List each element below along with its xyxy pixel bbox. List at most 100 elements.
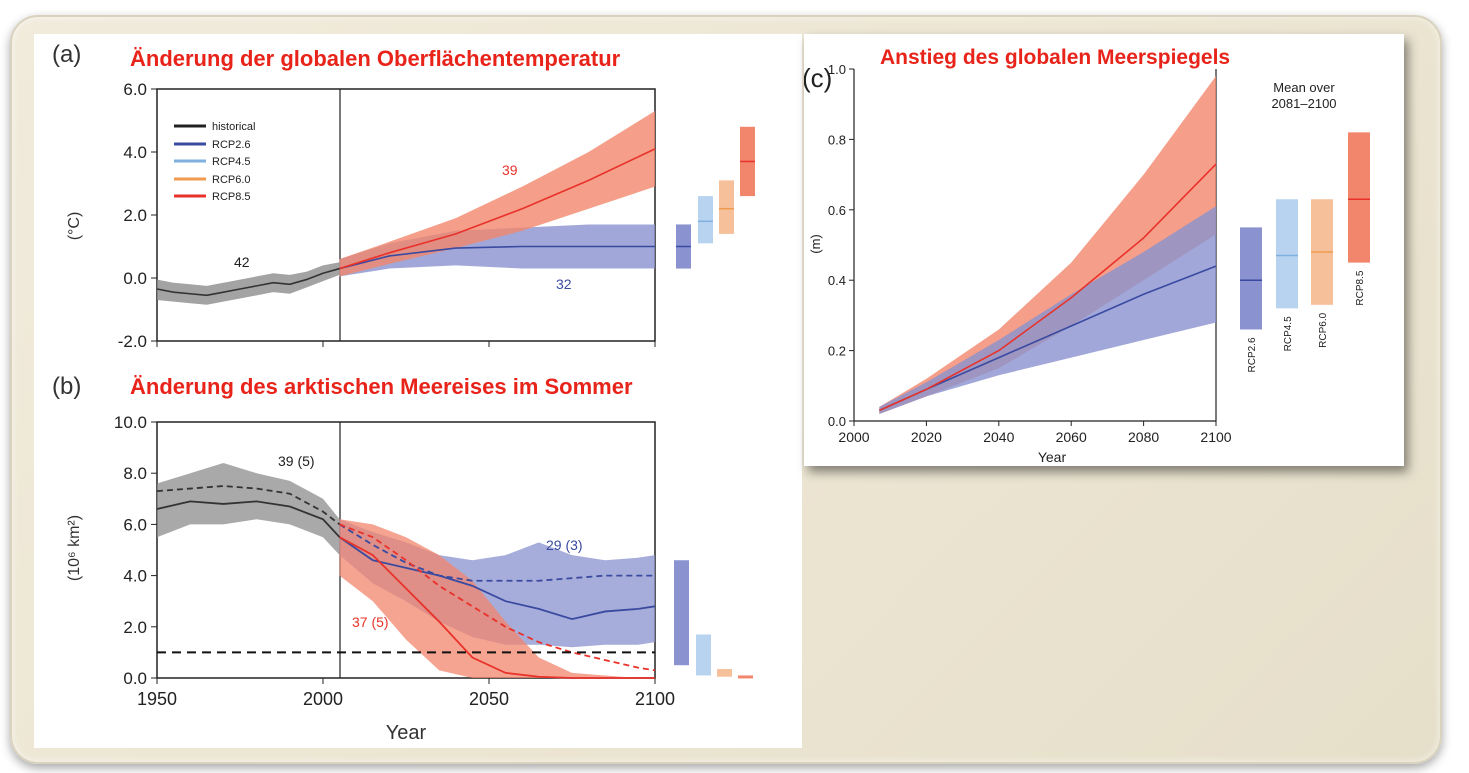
panel-c-title: Anstieg des globalen Meerspiegels [880, 46, 1230, 69]
panel-b-line-RCP2.6 [339, 536, 656, 621]
panel-c-band-RCP2.6 [879, 206, 1216, 414]
panel-b-dashed-line-RCP2.6 [339, 523, 655, 582]
panel-b-xlabel: Year [386, 722, 427, 744]
panel-c-band-RCP8.5 [879, 76, 1216, 414]
panel-a-ytick-label: 2.0 [123, 206, 147, 225]
panel-a-legend: historical RCP2.6 RCP4.5 RCP6.0 RCP8.5 [174, 121, 255, 203]
panel-b-lines [156, 485, 656, 679]
panel-c-mean-over-line1: Mean over [1273, 80, 1335, 95]
panel-c-xlabel: Year [1038, 449, 1067, 465]
panel-c-bar-RCP2.6 [1240, 227, 1262, 330]
panel-c-ytick-label: 0.4 [828, 273, 846, 288]
panel-a-ytick-label: -2.0 [118, 332, 147, 351]
panel-a-line-historical [156, 267, 340, 297]
panel-b-ytick-label: 0.0 [123, 669, 147, 688]
panel-a-ytick-label: 6.0 [123, 80, 147, 99]
panel-b-title: Änderung des arktischen Meereises im Som… [130, 374, 633, 399]
panel-c-ytick-label: 0.2 [828, 344, 846, 359]
panel-c-bands [879, 76, 1216, 414]
panel-b-band-RCP8.5 [339, 519, 655, 678]
panel-b-dashed-line-RCP8.5 [339, 523, 656, 672]
right-figure-panel: (c) Anstieg des globalen Meerspiegels (m… [802, 34, 1404, 466]
panel-c-ytick-label: 0.8 [828, 132, 846, 147]
panel-c-label: (c) [804, 63, 832, 93]
panel-b-xtick-label: 2050 [469, 689, 509, 709]
panel-a-bar-RCP6.0 [719, 180, 734, 234]
panel-b-xtick-label: 2000 [303, 689, 343, 709]
panel-b-ytick-label: 2.0 [123, 618, 147, 637]
panel-a-annotation-39: 39 [502, 162, 518, 178]
panel-a-line-RCP2.6 [339, 245, 655, 270]
panel-a-band-RCP8.5 [339, 111, 655, 277]
panel-c-bar-label-RCP4.5: RCP4.5 [1283, 316, 1294, 351]
panel-b-xtick-label: 2100 [635, 689, 675, 709]
panel-b-annotation-29-3: 29 (3) [546, 537, 583, 553]
panel-b-y-ticks: 0.0 2.0 4.0 6.0 8.0 10.0 [114, 413, 157, 688]
legend-rcp26: RCP2.6 [212, 139, 251, 151]
panel-b-plot-frame [156, 421, 656, 679]
panel-a-line-RCP8.5 [339, 148, 656, 270]
panel-a-x-ticks [156, 341, 656, 347]
panel-b-dashed-line-historical [156, 485, 341, 526]
panel-c-bar-label-RCP8.5: RCP8.5 [1355, 270, 1366, 305]
panel-b-line-RCP8.5 [339, 536, 655, 679]
panel-a-bars [676, 126, 755, 269]
panel-c-mean-over-line2: 2081–2100 [1271, 96, 1336, 111]
panel-b-ytick-label: 4.0 [123, 567, 147, 586]
panel-b-line-historical [156, 500, 341, 538]
panel-b-bar-RCP4.5 [696, 634, 711, 676]
panel-b-x-ticks: 1950 2000 2050 2100 [137, 678, 675, 709]
panel-a-title: Änderung der globalen Oberflächentempera… [130, 46, 621, 71]
panel-c-xtick-label: 2040 [983, 429, 1014, 445]
panel-b-annotation-39-5: 39 (5) [278, 453, 315, 469]
panel-c-bar-RCP4.5 [1276, 199, 1298, 309]
panel-c-xtick-label: 2000 [838, 429, 869, 445]
panel-a-ytick-label: 4.0 [123, 143, 147, 162]
panel-c-lines [879, 163, 1217, 412]
panel-a-y-ticks: -2.0 0.0 2.0 4.0 6.0 [118, 80, 157, 351]
panel-a-band-RCP2.6 [339, 224, 655, 277]
panel-b-bar-RCP2.6 [674, 560, 689, 666]
panel-c-bars: RCP2.6 RCP4.5 RCP6.0 RCP8.5 [1240, 132, 1370, 372]
panel-b-ytick-label: 10.0 [114, 413, 147, 432]
panel-c-svg: (c) Anstieg des globalen Meerspiegels (m… [802, 46, 1370, 465]
panel-b-bar-RCP8.5 [738, 675, 753, 679]
panel-b-xtick-label: 1950 [137, 689, 177, 709]
panel-b-ylabel: (10⁶ km²) [66, 515, 83, 581]
panel-c-ytick-label: 1.0 [828, 62, 846, 77]
panel-a-ylabel: (°C) [66, 212, 83, 241]
panel-c-x-ticks: 2000 2020 2040 2060 2080 2100 [838, 421, 1232, 445]
panel-c-bar-RCP8.5 [1348, 132, 1370, 263]
panel-c-line-RCP8.5 [879, 163, 1217, 412]
panel-b-label: (b) [52, 373, 81, 400]
panel-c-ytick-label: 0.0 [828, 414, 846, 429]
panel-a-ytick-label: 0.0 [123, 269, 147, 288]
panel-a-annotation-32: 32 [556, 276, 572, 292]
legend-rcp45: RCP4.5 [212, 156, 251, 168]
panel-a-annotation-42: 42 [234, 254, 250, 270]
legend-rcp85: RCP8.5 [212, 191, 251, 203]
panel-a-bar-RCP4.5 [698, 196, 713, 244]
panel-c-bar-label-RCP2.6: RCP2.6 [1247, 337, 1258, 372]
panel-b-bars [674, 560, 753, 679]
panel-c-xtick-label: 2080 [1128, 429, 1159, 445]
panel-c-xtick-label: 2100 [1200, 429, 1231, 445]
panel-b-bands [157, 462, 655, 678]
panel-c-xtick-label: 2060 [1056, 429, 1087, 445]
panel-c-ylabel: (m) [808, 234, 823, 254]
panel-b-band-historical [157, 462, 340, 556]
legend-rcp60: RCP6.0 [212, 174, 251, 186]
panel-c-xtick-label: 2020 [911, 429, 942, 445]
panel-b-annotation-37-5: 37 (5) [352, 614, 389, 630]
panel-b-ytick-label: 6.0 [123, 515, 147, 534]
left-figure-panel: (a) Änderung der globalen Oberflächentem… [34, 34, 802, 748]
legend-historical: historical [212, 121, 255, 133]
panel-b-bar-RCP6.0 [717, 669, 732, 677]
panel-a-label: (a) [52, 41, 81, 68]
panel-ab-svg: (a) Änderung der globalen Oberflächentem… [52, 41, 755, 744]
panel-c-ytick-label: 0.6 [828, 203, 846, 218]
panel-a-lines [156, 148, 656, 297]
panel-c-y-ticks: 0.0 0.2 0.4 0.6 0.8 1.0 [828, 62, 854, 429]
panel-b-ytick-label: 8.0 [123, 464, 147, 483]
panel-c-bar-label-RCP6.0: RCP6.0 [1318, 312, 1329, 347]
